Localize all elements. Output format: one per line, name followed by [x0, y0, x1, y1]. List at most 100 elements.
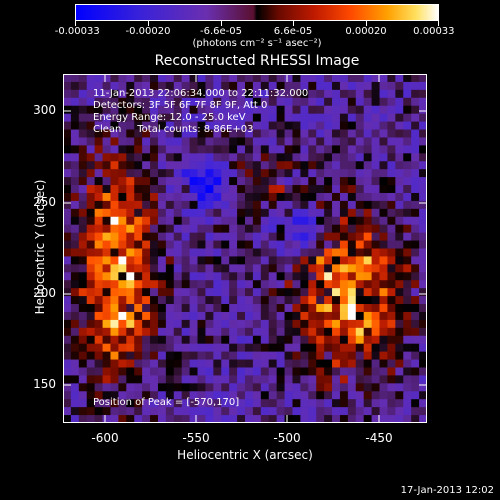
image-pixel	[237, 288, 246, 297]
image-pixel	[181, 256, 191, 265]
image-pixel	[316, 161, 325, 170]
image-pixel	[142, 311, 151, 321]
image-pixel	[126, 391, 135, 400]
image-pixel	[419, 256, 427, 265]
image-pixel	[276, 169, 286, 178]
image-pixel	[229, 399, 238, 408]
image-pixel	[110, 264, 119, 273]
image-pixel	[78, 177, 88, 186]
image-pixel	[118, 200, 127, 210]
image-pixel	[371, 121, 381, 131]
image-pixel	[213, 272, 222, 281]
image-pixel	[403, 311, 412, 321]
image-pixel	[157, 208, 167, 218]
image-pixel	[173, 208, 183, 218]
image-pixel	[205, 248, 214, 258]
y-tick-label: 300	[33, 103, 56, 117]
image-pixel	[387, 343, 396, 353]
image-pixel	[150, 89, 159, 99]
image-pixel	[150, 359, 159, 369]
image-pixel	[268, 145, 278, 154]
image-pixel	[126, 296, 135, 305]
image-pixel	[245, 97, 254, 107]
image-pixel	[371, 288, 381, 297]
image-pixel	[245, 399, 254, 408]
image-pixel	[260, 304, 270, 313]
image-pixel	[371, 399, 381, 408]
image-pixel	[260, 185, 270, 194]
image-pixel	[308, 383, 317, 392]
image-pixel	[181, 343, 191, 353]
image-pixel	[403, 129, 412, 139]
image-pixel	[142, 367, 151, 377]
image-pixel	[126, 161, 135, 170]
image-pixel	[363, 240, 373, 250]
image-pixel	[94, 161, 104, 170]
image-pixel	[78, 264, 88, 273]
image-pixel	[347, 113, 357, 123]
image-pixel	[165, 280, 175, 289]
image-pixel	[324, 81, 333, 91]
image-pixel	[332, 208, 341, 218]
image-pixel	[411, 319, 420, 329]
image-pixel	[118, 192, 127, 202]
image-pixel	[284, 97, 294, 107]
image-pixel	[221, 97, 230, 107]
image-pixel	[332, 216, 341, 226]
image-pixel	[300, 177, 309, 186]
image-pixel	[213, 391, 222, 400]
image-pixel	[292, 153, 301, 162]
image-pixel	[150, 311, 159, 321]
image-pixel	[387, 311, 396, 321]
image-pixel	[332, 399, 341, 408]
image-pixel	[63, 129, 72, 139]
image-pixel	[387, 192, 396, 202]
image-pixel	[363, 327, 373, 337]
image-pixel	[403, 327, 412, 337]
image-pixel	[229, 153, 238, 162]
image-pixel	[347, 216, 357, 226]
image-pixel	[150, 415, 159, 423]
image-pixel	[300, 192, 309, 202]
image-pixel	[324, 391, 333, 400]
image-pixel	[134, 169, 143, 178]
image-pixel	[237, 272, 246, 281]
image-pixel	[379, 169, 389, 178]
image-pixel	[94, 383, 104, 392]
image-pixel	[284, 200, 294, 210]
image-pixel	[245, 280, 254, 289]
image-pixel	[213, 224, 222, 234]
image-pixel	[126, 415, 135, 423]
image-pixel	[150, 145, 159, 154]
image-pixel	[213, 248, 222, 258]
image-pixel	[379, 399, 389, 408]
image-pixel	[371, 74, 381, 83]
image-pixel	[213, 161, 222, 170]
y-tick-label: 250	[33, 195, 56, 209]
image-pixel	[245, 415, 254, 423]
image-pixel	[165, 89, 175, 99]
image-pixel	[276, 351, 286, 361]
image-pixel	[300, 81, 309, 91]
colorbar-tick-label: -6.6e-05	[200, 26, 242, 37]
image-pixel	[118, 343, 127, 353]
image-pixel	[395, 74, 404, 83]
image-pixel	[292, 280, 301, 289]
image-pixel	[165, 169, 175, 178]
image-pixel	[102, 129, 112, 139]
image-pixel	[419, 232, 427, 242]
image-pixel	[150, 391, 159, 400]
image-pixel	[419, 272, 427, 281]
image-pixel	[197, 74, 207, 83]
image-pixel	[165, 177, 175, 186]
image-pixel	[110, 304, 119, 313]
image-pixel	[118, 304, 127, 313]
image-pixel	[395, 264, 404, 273]
image-pixel	[142, 216, 151, 226]
image-pixel	[150, 129, 159, 139]
image-pixel	[339, 216, 349, 226]
image-pixel	[276, 240, 286, 250]
image-pixel	[173, 81, 183, 91]
image-pixel	[86, 335, 96, 345]
image-pixel	[355, 407, 365, 416]
